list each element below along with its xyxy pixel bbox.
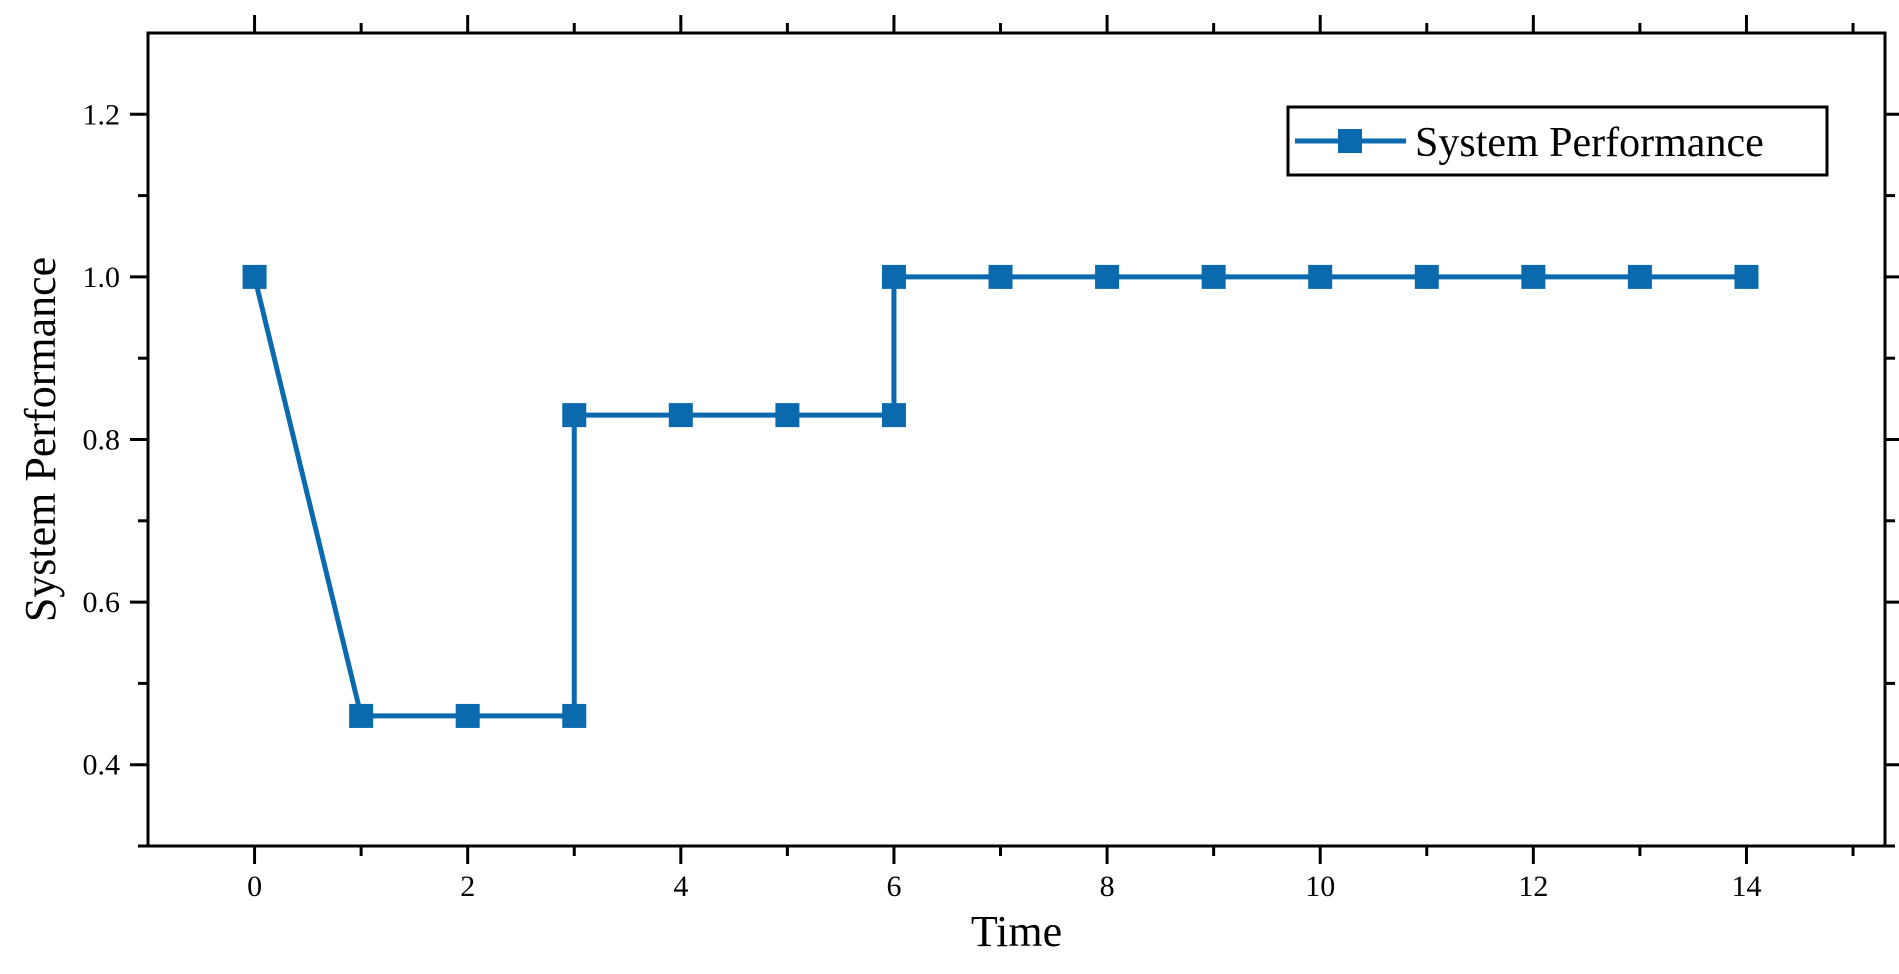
data-point-marker xyxy=(1201,264,1226,289)
data-point-marker xyxy=(455,703,480,728)
data-point-marker xyxy=(1308,264,1333,289)
data-point-marker xyxy=(1095,264,1120,289)
data-point-marker xyxy=(1521,264,1546,289)
data-point-marker xyxy=(1414,264,1439,289)
data-point-marker xyxy=(988,264,1013,289)
x-tick-label: 6 xyxy=(886,870,901,903)
y-tick-label: 0.4 xyxy=(83,749,121,782)
x-axis-title: Time xyxy=(971,907,1062,956)
legend-marker-swatch xyxy=(1338,129,1362,153)
axis-ticks xyxy=(130,15,1899,864)
data-point-marker xyxy=(1627,264,1652,289)
data-point-marker xyxy=(562,703,587,728)
series-polyline xyxy=(252,274,1747,719)
data-point-marker xyxy=(881,403,906,428)
data-point-marker xyxy=(881,264,906,289)
legend: System Performance xyxy=(1286,105,1829,177)
data-point-marker xyxy=(668,403,693,428)
x-tick-label: 0 xyxy=(247,870,262,903)
y-tick-label: 0.8 xyxy=(83,424,121,457)
x-tick-label: 8 xyxy=(1100,870,1115,903)
data-point-marker xyxy=(562,403,587,428)
data-point-marker xyxy=(1734,264,1759,289)
legend-label: System Performance xyxy=(1415,120,1764,166)
plot-frame xyxy=(146,31,1887,848)
y-tick-label: 1.0 xyxy=(83,261,121,294)
x-tick-label: 2 xyxy=(460,870,475,903)
y-tick-label: 0.6 xyxy=(83,586,121,619)
x-tick-label: 14 xyxy=(1731,870,1761,903)
x-tick-label: 12 xyxy=(1518,870,1548,903)
data-point-marker xyxy=(775,403,800,428)
y-axis-title: System Performance xyxy=(16,257,65,622)
y-tick-label: 1.2 xyxy=(83,98,121,131)
data-point-marker xyxy=(349,703,374,728)
x-tick-label: 10 xyxy=(1305,870,1335,903)
series-markers xyxy=(242,264,1759,728)
tick-labels: 0 2 4 6 8 10 12 14 0.4 0.6 0.8 1.0 1.2 xyxy=(83,98,1762,903)
data-point-marker xyxy=(242,264,267,289)
series-line xyxy=(252,274,1747,719)
x-tick-label: 4 xyxy=(673,870,688,903)
